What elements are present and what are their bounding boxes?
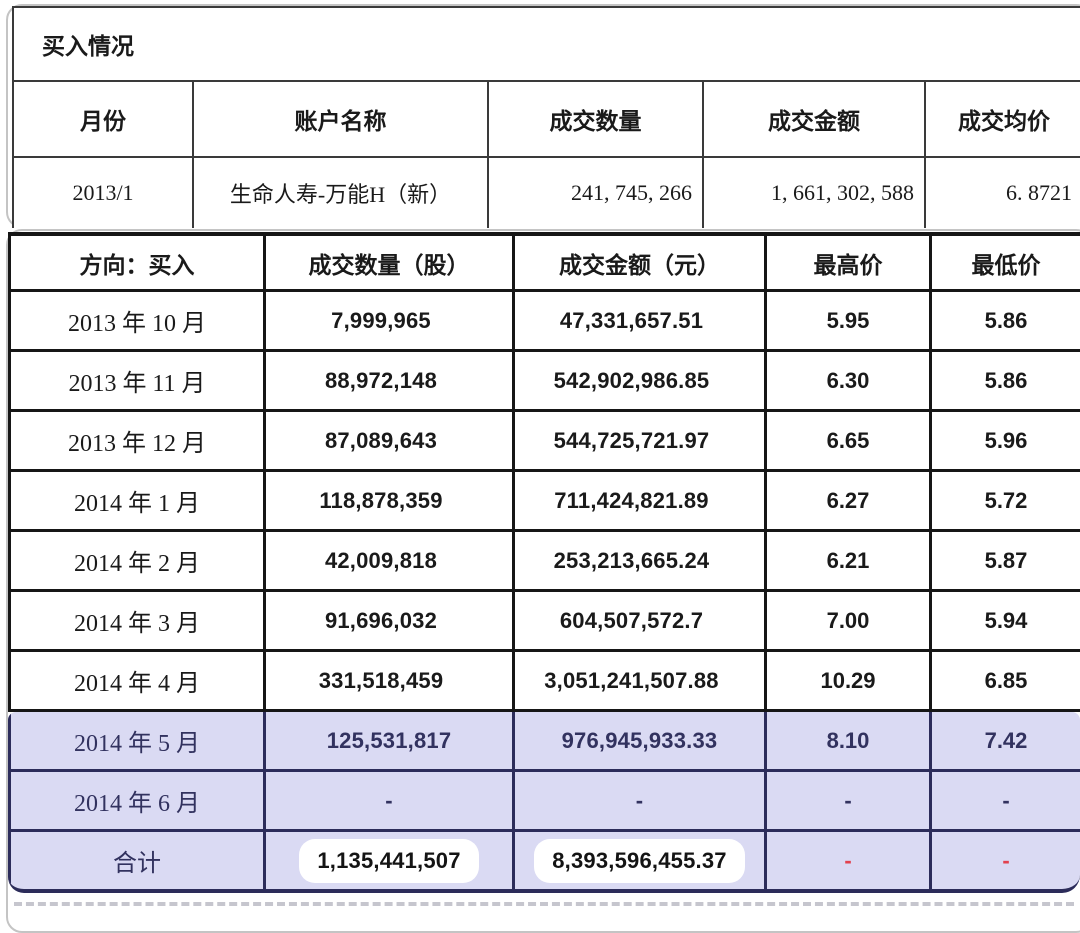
header-month: 月份 <box>80 109 126 134</box>
amount-cell: 544,725,721.97 <box>512 412 764 469</box>
header-amount-yuan: 成交金额（元） <box>512 236 764 289</box>
monthly-header-row: 方向：买入 成交数量（股） 成交金额（元） 最高价 最低价 <box>8 236 1080 292</box>
high-price-cell: 7.00 <box>764 592 929 649</box>
header-amount: 成交金额 <box>702 82 924 156</box>
table-row: 2013 年 12 月 87,089,643 544,725,721.97 6.… <box>8 412 1080 472</box>
total-amount-pill: 8,393,596,455.37 <box>534 838 745 883</box>
high-price-cell: 6.27 <box>764 472 929 529</box>
total-low-price-cell: - <box>929 832 1080 889</box>
high-price-cell: 5.95 <box>764 292 929 349</box>
month-cell: 2014 年 5 月 <box>8 712 263 769</box>
buy-summary-data-row: 2013/1 生命人寿-万能H（新） 241, 745, 266 1, 661,… <box>14 158 1080 228</box>
volume-cell: 88,972,148 <box>263 352 512 409</box>
buy-summary-header-row: 月份 账户名称 成交数量 成交金额 成交均价 <box>14 82 1080 158</box>
volume-cell: 91,696,032 <box>263 592 512 649</box>
table-row: 2014 年 3 月 91,696,032 604,507,572.7 7.00… <box>8 592 1080 652</box>
volume-cell: - <box>263 772 512 829</box>
low-price-cell: 7.42 <box>929 712 1080 769</box>
total-volume-cell: 1,135,441,507 <box>263 832 512 889</box>
month-cell: 2014 年 1 月 <box>8 472 263 529</box>
volume-cell: 87,089,643 <box>263 412 512 469</box>
month-cell: 2014 年 6 月 <box>8 772 263 829</box>
header-low-price: 最低价 <box>929 236 1080 289</box>
table-row-highlight: 2014 年 5 月 125,531,817 976,945,933.33 8.… <box>8 712 1080 772</box>
buy-summary-title: 买入情况 <box>14 8 1080 82</box>
volume-cell: 241, 745, 266 <box>487 158 702 228</box>
table-row-highlight: 2014 年 6 月 - - - - <box>8 772 1080 832</box>
month-cell: 2013 年 12 月 <box>8 412 263 469</box>
volume-cell: 118,878,359 <box>263 472 512 529</box>
high-price-cell: 6.21 <box>764 532 929 589</box>
amount-cell: 976,945,933.33 <box>512 712 764 769</box>
header-account-name: 账户名称 <box>192 82 487 156</box>
page-break-dashed-line <box>14 902 1074 906</box>
table-row: 2013 年 10 月 7,999,965 47,331,657.51 5.95… <box>8 292 1080 352</box>
table-row: 2014 年 4 月 331,518,459 3,051,241,507.88 … <box>8 652 1080 712</box>
header-avg-price: 成交均价 <box>924 82 1080 156</box>
volume-cell: 42,009,818 <box>263 532 512 589</box>
header-high-price: 最高价 <box>764 236 929 289</box>
amount-cell: - <box>512 772 764 829</box>
amount-cell: 711,424,821.89 <box>512 472 764 529</box>
volume-cell: 125,531,817 <box>263 712 512 769</box>
low-price-cell: - <box>929 772 1080 829</box>
amount-cell: 1, 661, 302, 588 <box>702 158 924 228</box>
low-price-cell: 5.94 <box>929 592 1080 649</box>
header-direction-buy: 方向：买入 <box>8 236 263 289</box>
month-cell: 2014 年 3 月 <box>8 592 263 649</box>
month-cell: 2014 年 2 月 <box>8 532 263 589</box>
high-price-cell: 8.10 <box>764 712 929 769</box>
avg-price-cell: 6. 8721 <box>924 158 1080 228</box>
total-amount-cell: 8,393,596,455.37 <box>512 832 764 889</box>
highlighted-rows-block: 2014 年 5 月 125,531,817 976,945,933.33 8.… <box>8 712 1080 893</box>
amount-cell: 47,331,657.51 <box>512 292 764 349</box>
buy-summary-table: 买入情况 月份 账户名称 成交数量 成交金额 成交均价 2013/1 生命人寿-… <box>12 6 1080 228</box>
high-price-cell: - <box>764 772 929 829</box>
low-price-cell: 5.72 <box>929 472 1080 529</box>
amount-cell: 253,213,665.24 <box>512 532 764 589</box>
total-volume-pill: 1,135,441,507 <box>299 838 479 883</box>
low-price-cell: 5.96 <box>929 412 1080 469</box>
amount-cell: 3,051,241,507.88 <box>512 652 764 709</box>
month-cell: 2013 年 11 月 <box>8 352 263 409</box>
total-label-cell: 合计 <box>8 832 263 889</box>
month-cell: 2013 年 10 月 <box>8 292 263 349</box>
month-cell: 2014 年 4 月 <box>8 652 263 709</box>
volume-cell: 331,518,459 <box>263 652 512 709</box>
volume-cell: 7,999,965 <box>263 292 512 349</box>
header-volume-shares: 成交数量（股） <box>263 236 512 289</box>
amount-cell: 542,902,986.85 <box>512 352 764 409</box>
account-name-cell: 生命人寿-万能H（新） <box>192 158 487 228</box>
high-price-cell: 6.65 <box>764 412 929 469</box>
header-volume: 成交数量 <box>487 82 702 156</box>
table-row: 2013 年 11 月 88,972,148 542,902,986.85 6.… <box>8 352 1080 412</box>
table-row: 2014 年 2 月 42,009,818 253,213,665.24 6.2… <box>8 532 1080 592</box>
low-price-cell: 5.86 <box>929 352 1080 409</box>
low-price-cell: 6.85 <box>929 652 1080 709</box>
total-row: 合计 1,135,441,507 8,393,596,455.37 - - <box>8 832 1080 889</box>
low-price-cell: 5.86 <box>929 292 1080 349</box>
table-row: 2014 年 1 月 118,878,359 711,424,821.89 6.… <box>8 472 1080 532</box>
month-cell: 2013/1 <box>72 180 134 205</box>
amount-cell: 604,507,572.7 <box>512 592 764 649</box>
page: { "buy_summary": { "title": "买入情况", "hea… <box>6 4 1080 933</box>
monthly-detail-table: 方向：买入 成交数量（股） 成交金额（元） 最高价 最低价 2013 年 10 … <box>8 232 1080 893</box>
total-high-price-cell: - <box>764 832 929 889</box>
high-price-cell: 6.30 <box>764 352 929 409</box>
low-price-cell: 5.87 <box>929 532 1080 589</box>
high-price-cell: 10.29 <box>764 652 929 709</box>
